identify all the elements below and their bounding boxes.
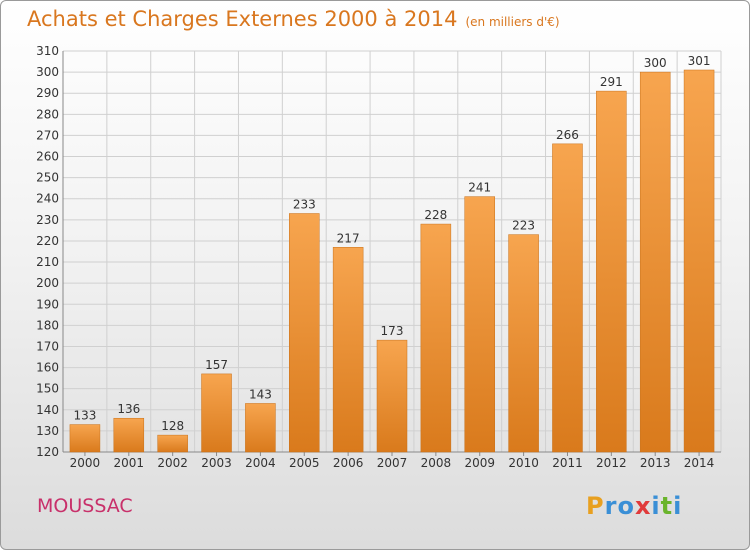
bar [464,196,495,453]
y-tick-label: 180 [36,318,59,332]
x-tick-label: 2013 [640,456,671,470]
y-tick-label: 120 [36,445,59,459]
data-label: 223 [512,219,535,233]
logo-letter: r [604,492,618,520]
chart-title: Achats et Charges Externes 2000 à 2014 (e… [27,7,560,31]
y-tick-label: 140 [36,403,59,417]
axes: 120 130 140 150 160 170 180 190 200 210 220 230 240 2… [36,44,721,470]
x-tick-label: 2009 [464,456,495,470]
bar [113,417,145,453]
data-label: 128 [161,419,184,433]
x-tick-label: 2002 [157,456,188,470]
x-tick-label: 2014 [684,456,715,470]
y-tick-label: 130 [36,424,59,438]
logo-letter: P [586,492,605,520]
data-label: 228 [424,208,447,222]
data-labels: 133 136 128 157 143 233 217 173 228 241 223 266 291 3… [73,54,710,433]
data-label: 173 [381,324,404,338]
bar [332,247,364,453]
logo-letter: i [651,492,661,520]
bar [289,213,320,453]
chart-unit: (en milliers d'€) [465,15,560,29]
y-tick-label: 160 [36,361,59,375]
logo-letter: x [634,492,652,520]
y-tick-label: 150 [36,382,59,396]
y-tick-label: 240 [36,192,59,206]
y-tick-label: 170 [36,339,59,353]
x-tick-label: 2006 [333,456,364,470]
bar [639,71,671,453]
x-tick-label: 2004 [245,456,276,470]
y-tick-label: 260 [36,150,59,164]
data-label: 241 [468,181,491,195]
chart-title-text: Achats et Charges Externes 2000 à 2014 [27,7,458,31]
data-label: 133 [73,409,96,423]
bar [596,90,627,453]
x-tick-label: 2010 [508,456,539,470]
y-tick-label: 270 [36,128,59,142]
data-label: 291 [600,75,623,89]
y-tick-label: 280 [36,107,59,121]
data-label: 143 [249,387,272,401]
bar [201,373,232,453]
data-label: 301 [688,54,711,68]
bar [552,143,583,453]
y-tick-label: 230 [36,213,59,227]
logo-letter: o [617,492,635,520]
x-tick-label: 2007 [377,456,408,470]
bar [69,424,101,453]
data-label: 233 [293,198,316,212]
bars [69,69,715,453]
x-tick-label: 2008 [421,456,452,470]
data-label: 300 [644,56,667,70]
x-tick-label: 2001 [114,456,145,470]
x-tick-label: 2005 [289,456,320,470]
y-tick-label: 190 [36,297,59,311]
commune-name: MOUSSAC [37,495,133,517]
logo-letter: i [673,492,683,520]
data-label: 217 [337,231,360,245]
data-label: 157 [205,358,228,372]
bar [376,339,408,453]
bar [683,69,715,453]
x-tick-label: 2003 [201,456,232,470]
bar [508,234,539,453]
x-tick-label: 2000 [70,456,101,470]
bar [420,223,452,453]
bar [157,434,188,453]
x-tick-label: 2011 [552,456,583,470]
y-tick-label: 220 [36,234,59,248]
y-tick-label: 250 [36,171,59,185]
proxiti-logo: Proxiti [586,492,682,520]
bar [245,403,276,453]
logo-letter: t [660,492,674,520]
y-tick-label: 200 [36,276,59,290]
data-label: 266 [556,128,579,142]
y-tick-label: 310 [36,44,59,58]
data-label: 136 [117,402,140,416]
y-tick-label: 300 [36,65,59,79]
y-tick-label: 290 [36,86,59,100]
x-tick-label: 2012 [596,456,627,470]
y-tick-label: 210 [36,255,59,269]
